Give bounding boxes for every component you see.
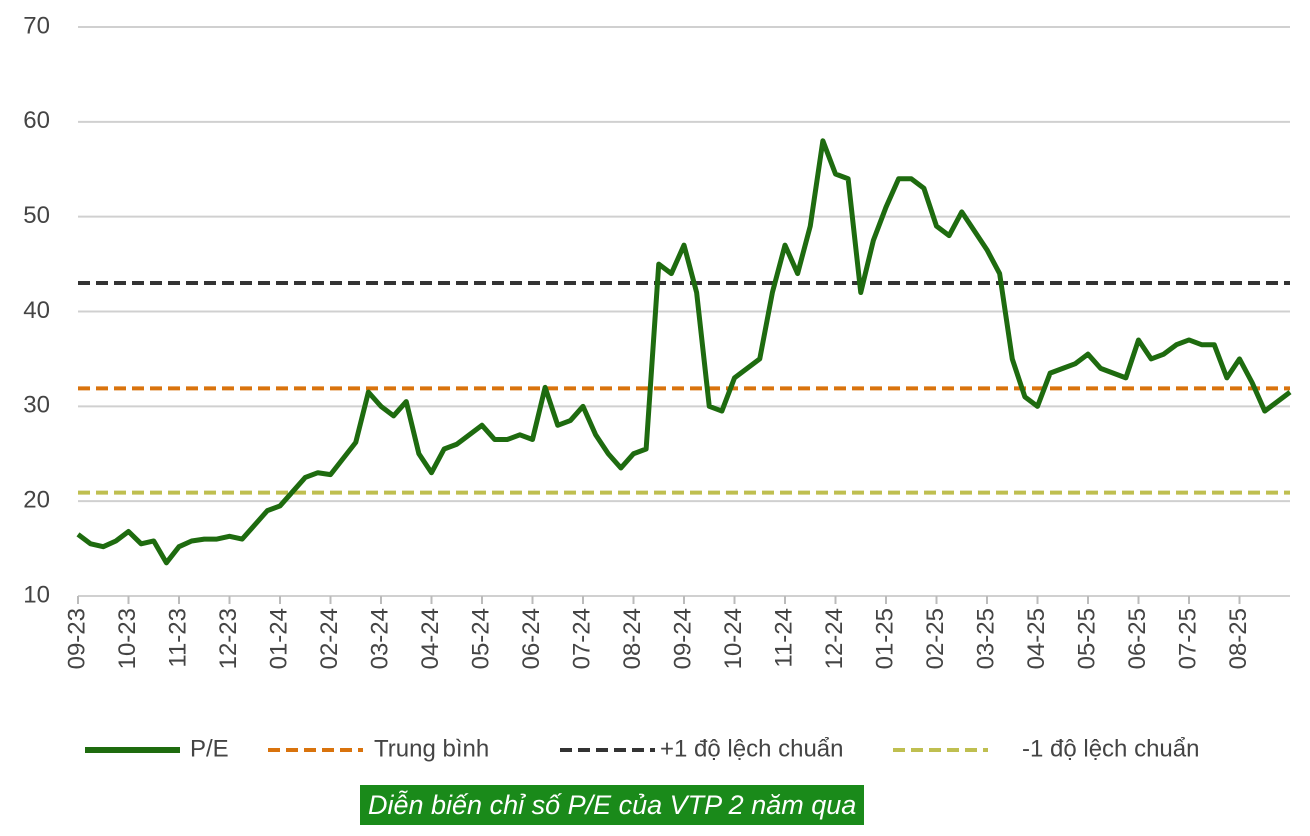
x-tick-label: 01-25 xyxy=(871,608,898,669)
pe-line xyxy=(76,138,1292,566)
x-tick-label: 07-24 xyxy=(568,608,595,669)
x-tick-label: 04-24 xyxy=(417,608,444,669)
x-tick-label: 02-25 xyxy=(922,608,949,669)
legend-label: P/E xyxy=(190,735,229,762)
x-tick-label: 05-25 xyxy=(1073,608,1100,669)
y-tick-label: 30 xyxy=(23,392,50,419)
y-tick-label: 20 xyxy=(23,487,50,514)
y-tick-label: 60 xyxy=(23,107,50,134)
x-tick-label: 06-25 xyxy=(1124,608,1151,669)
x-tick-label: 03-25 xyxy=(972,608,999,669)
x-tick-label: 09-24 xyxy=(669,608,696,669)
x-tick-label: 10-23 xyxy=(114,608,141,669)
x-tick-label: 07-25 xyxy=(1174,608,1201,669)
x-tick-label: 02-24 xyxy=(316,608,343,669)
x-tick-label: 03-24 xyxy=(366,608,393,669)
legend-label: -1 độ lệch chuẩn xyxy=(1022,735,1199,762)
y-tick-label: 70 xyxy=(23,12,50,39)
x-tick-label: 01-24 xyxy=(265,608,292,669)
caption: Diễn biến chỉ số P/E của VTP 2 năm qua xyxy=(360,785,865,825)
legend-label: +1 độ lệch chuẩn xyxy=(660,735,843,762)
x-tick-label: 04-25 xyxy=(1023,608,1050,669)
x-tick-label: 12-23 xyxy=(215,608,242,669)
y-tick-label: 50 xyxy=(23,202,50,229)
x-tick-label: 10-24 xyxy=(720,608,747,669)
y-tick-label: 40 xyxy=(23,297,50,324)
x-tick-label: 12-24 xyxy=(821,608,848,669)
y-tick-label: 10 xyxy=(23,581,50,608)
legend-label: Trung bình xyxy=(374,735,489,762)
x-tick-label: 09-23 xyxy=(63,608,90,669)
x-tick-label: 08-24 xyxy=(619,608,646,669)
x-tick-label: 08-25 xyxy=(1225,608,1252,669)
x-tick-label: 11-23 xyxy=(164,608,191,668)
x-tick-label: 05-24 xyxy=(467,608,494,669)
x-tick-label: 06-24 xyxy=(518,608,545,669)
x-tick-label: 11-24 xyxy=(770,608,797,668)
